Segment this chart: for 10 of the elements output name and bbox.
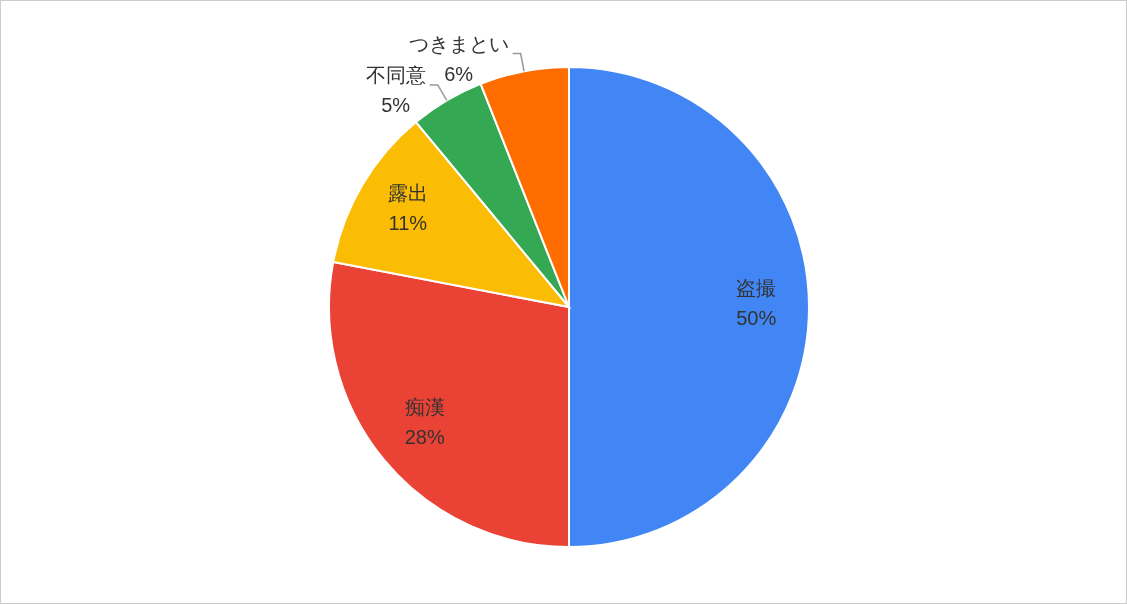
data-label: 28% — [404, 426, 445, 449]
slice-label: 露出 — [387, 181, 428, 204]
slice-label: 痴漢 — [404, 396, 445, 419]
data-label: 6% — [444, 62, 474, 85]
data-label: 5% — [381, 93, 411, 116]
data-label: 50% — [736, 307, 777, 329]
slice-label: 盗撮 — [736, 277, 777, 299]
slice-label: 不同意 — [365, 63, 426, 86]
slice-label: つきまとい — [408, 32, 509, 55]
data-label: 11% — [388, 211, 428, 234]
